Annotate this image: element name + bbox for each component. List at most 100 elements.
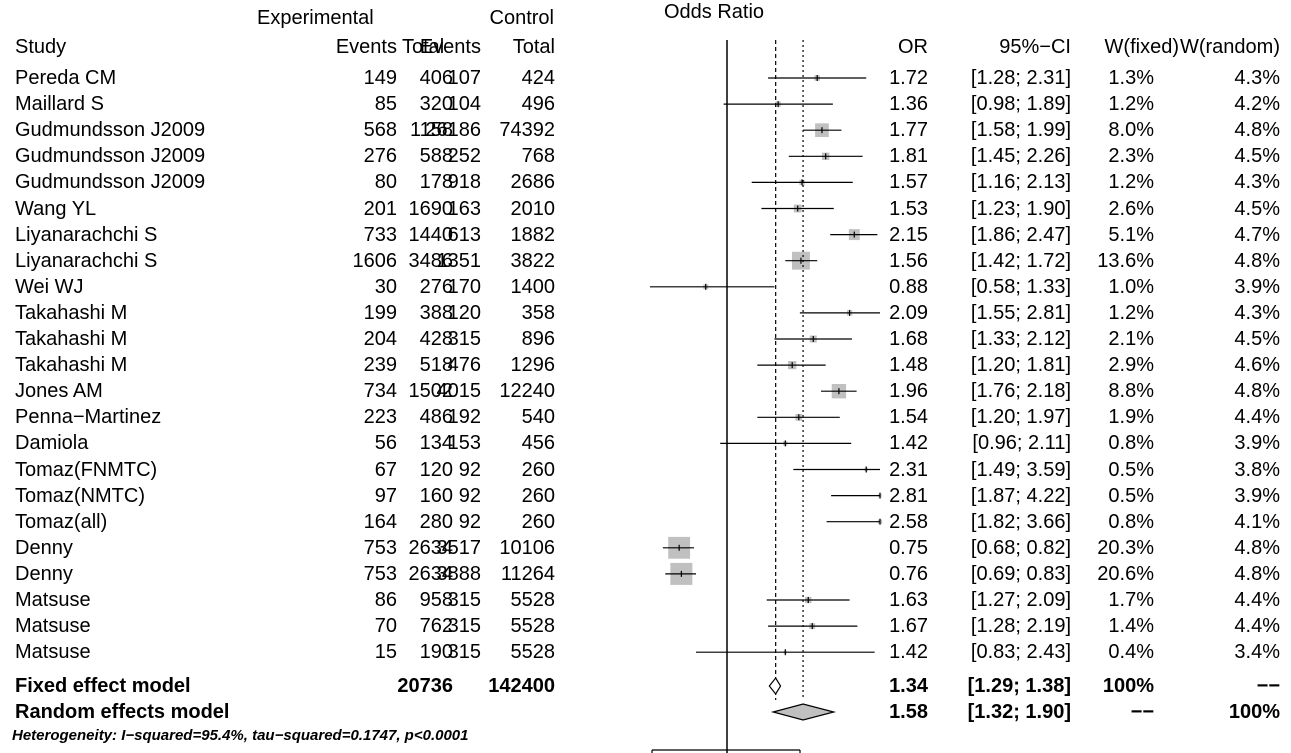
ctl-events: 476 — [447, 354, 481, 377]
w-fixed-value: 0.5% — [1108, 484, 1154, 507]
exp-total: 1690 — [408, 197, 454, 220]
study-name: Takahashi M — [15, 328, 128, 350]
header-ci: 95%−CI — [999, 36, 1071, 58]
ctl-total: 496 — [521, 93, 555, 116]
ctl-total: 768 — [521, 145, 555, 168]
w-fixed-value: 0.5% — [1108, 458, 1154, 481]
exp-total: 3486 — [408, 249, 454, 272]
or-value: 1.56 — [889, 249, 928, 272]
w-random-value: 4.5% — [1234, 197, 1280, 220]
w-fixed-value: 20.3% — [1097, 536, 1154, 559]
exp-events: 204 — [363, 328, 397, 350]
exp-total: 518 — [419, 354, 453, 377]
exp-events: 15 — [374, 641, 397, 664]
exp-total: 1440 — [408, 223, 454, 246]
w-fixed-value: 1.2% — [1108, 171, 1154, 194]
study-name: Wang YL — [15, 197, 97, 220]
ctl-total: 896 — [521, 328, 555, 350]
w-random-value: 4.4% — [1234, 615, 1280, 638]
heterogeneity-note: Heterogeneity: I−squared=95.4%, tau−squa… — [12, 727, 469, 744]
exp-events: 239 — [363, 354, 397, 377]
study-name: Takahashi M — [15, 301, 128, 324]
header-exp-events: Events — [335, 36, 397, 58]
ctl-events: 315 — [447, 641, 481, 664]
ci-value: [1.49; 3.59] — [970, 458, 1071, 481]
or-value: 2.81 — [889, 484, 928, 507]
ci-value: [1.42; 1.72] — [970, 249, 1071, 272]
study-name: Denny — [15, 562, 73, 585]
study-name: Gudmundsson J2009 — [15, 171, 206, 194]
ci-value: [1.45; 2.26] — [970, 145, 1071, 168]
w-random-value: 4.8% — [1234, 536, 1280, 559]
header-ctl-total: Total — [512, 36, 555, 58]
exp-events: 56 — [374, 432, 397, 455]
ctl-total: 10106 — [499, 536, 555, 559]
fixed-or: 1.34 — [889, 675, 928, 697]
fixed-ci: [1.29; 1.38] — [967, 675, 1071, 697]
ctl-events: 3888 — [436, 562, 482, 585]
or-value: 1.81 — [889, 145, 928, 168]
exp-total: 762 — [419, 615, 453, 638]
ctl-total: 2010 — [510, 197, 556, 220]
or-value: 1.48 — [889, 354, 928, 377]
study-name: Takahashi M — [15, 354, 128, 377]
exp-total: 320 — [419, 93, 453, 116]
exp-total: 276 — [419, 275, 453, 298]
study-name: Tomaz(NMTC) — [15, 484, 145, 507]
ctl-total: 74392 — [499, 119, 555, 142]
w-random-value: 4.6% — [1234, 354, 1280, 377]
header-ctl-events: Events — [419, 36, 481, 58]
study-name: Gudmundsson J2009 — [15, 145, 206, 168]
w-fixed-value: 20.6% — [1097, 562, 1154, 585]
ci-value: [1.87; 4.22] — [970, 484, 1071, 507]
w-fixed-value: 1.7% — [1108, 589, 1154, 611]
w-fixed-value: 1.2% — [1108, 301, 1154, 324]
w-random-value: 3.9% — [1234, 432, 1280, 455]
w-random-value: 4.5% — [1234, 328, 1280, 350]
exp-total: 486 — [419, 406, 453, 429]
study-name: Damiola — [15, 432, 89, 455]
or-value: 1.72 — [889, 67, 928, 89]
ctl-total: 1882 — [510, 223, 556, 246]
random-model-label: Random effects model — [15, 701, 230, 723]
ctl-events: 918 — [447, 171, 481, 194]
exp-total: 2634 — [408, 536, 454, 559]
w-random-value: 3.4% — [1234, 641, 1280, 664]
ctl-events: 252 — [447, 145, 481, 168]
study-name: Penna−Martinez — [15, 406, 162, 429]
exp-events: 97 — [374, 484, 397, 507]
ci-value: [0.83; 2.43] — [970, 641, 1071, 664]
exp-total: 428 — [419, 328, 453, 350]
random-w-random: 100% — [1228, 701, 1280, 723]
exp-events: 164 — [363, 510, 397, 533]
exp-events: 568 — [363, 119, 397, 142]
w-fixed-value: 8.0% — [1108, 119, 1154, 142]
exp-total: 120 — [419, 458, 453, 481]
w-random-value: 4.8% — [1234, 119, 1280, 142]
or-value: 1.77 — [889, 119, 928, 142]
header-or: OR — [898, 36, 928, 58]
study-name: Denny — [15, 536, 73, 559]
exp-total: 958 — [419, 589, 453, 611]
ctl-events: 315 — [447, 615, 481, 638]
ctl-events: 163 — [447, 197, 481, 220]
ci-value: [0.58; 1.33] — [970, 275, 1071, 298]
exp-total: 190 — [419, 641, 453, 664]
or-value: 2.09 — [889, 301, 928, 324]
w-fixed-value: 1.3% — [1108, 67, 1154, 89]
exp-events: 1606 — [352, 249, 398, 272]
ci-value: [0.98; 1.89] — [970, 93, 1071, 116]
exp-events: 86 — [374, 589, 397, 611]
or-value: 1.68 — [889, 328, 928, 350]
exp-events: 223 — [363, 406, 397, 429]
ctl-events: 613 — [447, 223, 481, 246]
exp-events: 734 — [363, 380, 397, 403]
ctl-events: 153 — [447, 432, 481, 455]
w-fixed-value: 1.4% — [1108, 615, 1154, 638]
ci-value: [1.76; 2.18] — [970, 380, 1071, 403]
w-random-value: 3.9% — [1234, 275, 1280, 298]
ctl-total: 5528 — [510, 615, 556, 638]
ctl-total: 260 — [521, 484, 555, 507]
w-random-value: 4.8% — [1234, 380, 1280, 403]
